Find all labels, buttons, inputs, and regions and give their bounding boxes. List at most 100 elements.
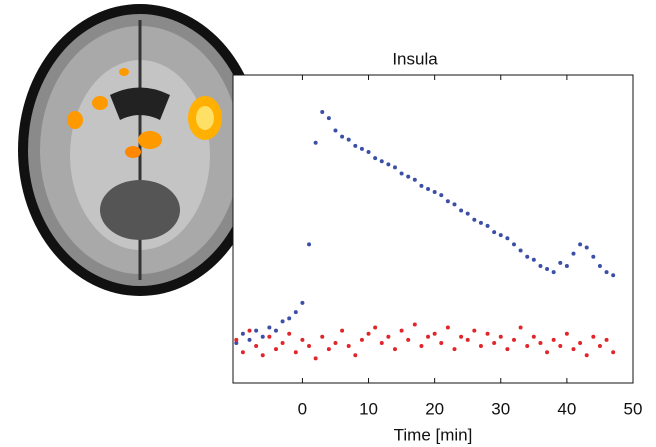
point <box>326 116 331 121</box>
point <box>478 220 483 225</box>
point <box>445 199 450 204</box>
point <box>525 254 530 259</box>
point <box>445 325 450 330</box>
point <box>379 159 384 164</box>
point <box>247 328 252 333</box>
point <box>260 353 265 358</box>
point <box>432 331 437 336</box>
point <box>531 257 536 262</box>
chart-title: Insula <box>392 49 438 68</box>
point <box>373 325 378 330</box>
point <box>320 109 325 114</box>
point <box>597 263 602 268</box>
point <box>240 331 245 336</box>
point <box>280 319 285 324</box>
point <box>326 347 331 352</box>
x-tick-label: 10 <box>359 399 378 418</box>
point <box>386 334 391 339</box>
x-axis-label: Time [min] <box>394 425 473 444</box>
point <box>439 193 444 198</box>
point <box>584 245 589 250</box>
point <box>465 211 470 216</box>
point <box>313 356 318 361</box>
point <box>399 171 404 176</box>
point <box>452 202 457 207</box>
point <box>525 344 530 349</box>
point <box>498 334 503 339</box>
point <box>287 331 292 336</box>
x-tick-label: 0 <box>298 399 307 418</box>
point <box>511 337 516 342</box>
point <box>478 344 483 349</box>
point <box>247 337 252 342</box>
point <box>459 208 464 213</box>
point <box>611 350 616 355</box>
point <box>300 300 305 305</box>
point <box>545 267 550 272</box>
plot-frame <box>232 74 634 384</box>
point <box>353 353 358 358</box>
point <box>439 340 444 345</box>
point <box>240 350 245 355</box>
point <box>505 347 510 352</box>
brain-image <box>18 4 262 296</box>
point <box>472 328 477 333</box>
x-tick-label: 40 <box>557 399 576 418</box>
point <box>386 162 391 167</box>
point <box>472 217 477 222</box>
x-tick-label: 50 <box>624 399 643 418</box>
point <box>267 325 272 330</box>
point <box>459 334 464 339</box>
point <box>346 137 351 142</box>
point <box>419 183 424 188</box>
point <box>333 128 338 133</box>
point <box>340 134 345 139</box>
point <box>392 165 397 170</box>
point <box>353 143 358 148</box>
point <box>564 263 569 268</box>
point <box>273 328 278 333</box>
point <box>273 347 278 352</box>
point <box>234 337 239 342</box>
point <box>518 248 523 253</box>
point <box>551 337 556 342</box>
point <box>538 340 543 345</box>
point <box>307 344 312 349</box>
point <box>406 174 411 179</box>
point <box>254 344 259 349</box>
point <box>379 340 384 345</box>
point <box>366 150 371 154</box>
point <box>399 328 404 333</box>
point <box>412 177 417 182</box>
point <box>392 347 397 352</box>
point <box>300 337 305 342</box>
point <box>366 331 371 336</box>
point <box>558 344 563 349</box>
point <box>604 270 609 275</box>
point <box>571 251 576 256</box>
point <box>359 337 364 342</box>
point <box>373 156 378 161</box>
point <box>419 344 424 349</box>
point <box>604 337 609 342</box>
point <box>611 273 616 278</box>
point <box>571 347 576 352</box>
point <box>597 344 602 349</box>
point <box>333 340 338 345</box>
point <box>340 328 345 333</box>
point <box>485 223 490 228</box>
point <box>307 242 312 247</box>
point <box>432 190 437 195</box>
point <box>452 347 457 352</box>
point <box>426 334 431 339</box>
point <box>293 350 298 355</box>
point <box>465 337 470 342</box>
point <box>531 334 536 339</box>
point <box>267 334 272 339</box>
point <box>485 331 490 336</box>
point <box>234 340 239 345</box>
point <box>511 242 516 247</box>
point <box>293 310 298 315</box>
point <box>498 233 503 238</box>
